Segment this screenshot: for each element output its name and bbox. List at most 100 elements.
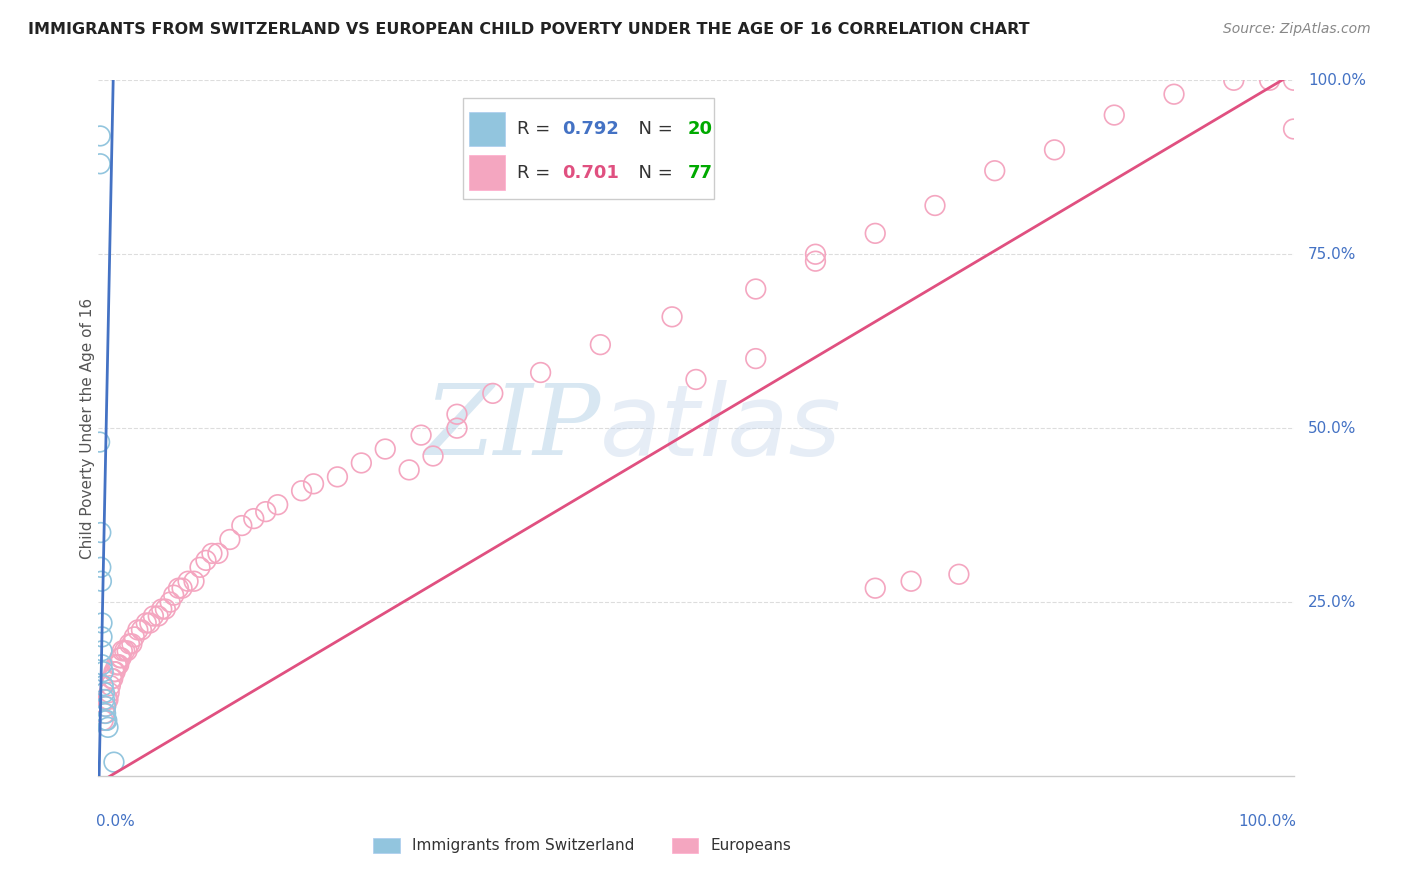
Point — [124, 630, 146, 644]
Point — [422, 449, 444, 463]
Point — [94, 714, 117, 728]
Point — [398, 463, 420, 477]
Point — [105, 657, 128, 672]
Point — [1282, 73, 1305, 87]
Point — [104, 665, 127, 679]
Point — [108, 650, 131, 665]
Point — [804, 247, 827, 261]
Point — [267, 498, 290, 512]
Point — [900, 574, 922, 589]
Point — [177, 574, 200, 589]
Point — [90, 574, 112, 589]
Point — [219, 533, 242, 547]
Text: 25.0%: 25.0% — [1308, 595, 1357, 609]
Point — [530, 366, 553, 380]
Point — [103, 665, 125, 679]
Text: 77: 77 — [688, 164, 713, 182]
Text: 0.701: 0.701 — [562, 164, 619, 182]
Bar — [672, 838, 699, 854]
Point — [243, 511, 266, 525]
Text: N =: N = — [627, 164, 678, 182]
Point — [1282, 122, 1305, 136]
Point — [302, 476, 325, 491]
Point — [96, 692, 118, 706]
Point — [589, 337, 612, 351]
Point — [685, 372, 707, 386]
Point — [207, 546, 229, 560]
Point — [231, 518, 253, 533]
Text: 100.0%: 100.0% — [1237, 814, 1296, 830]
Point — [745, 351, 768, 366]
Bar — [463, 98, 714, 199]
Point — [90, 525, 112, 540]
Point — [1104, 108, 1126, 122]
Point — [291, 483, 314, 498]
Point — [661, 310, 683, 324]
Point — [93, 692, 115, 706]
Bar — [374, 838, 399, 854]
Point — [107, 657, 129, 672]
Text: 0.792: 0.792 — [562, 120, 619, 138]
Point — [865, 227, 887, 241]
Point — [94, 699, 117, 714]
Point — [114, 644, 136, 658]
Point — [91, 657, 114, 672]
Point — [984, 163, 1007, 178]
Point — [195, 553, 218, 567]
Text: 50.0%: 50.0% — [1308, 421, 1357, 435]
Point — [98, 685, 121, 699]
Point — [155, 602, 177, 616]
Text: 75.0%: 75.0% — [1308, 247, 1357, 261]
Y-axis label: Child Poverty Under the Age of 16: Child Poverty Under the Age of 16 — [80, 298, 94, 558]
Point — [118, 637, 141, 651]
Point — [865, 581, 887, 595]
Point — [411, 428, 433, 442]
Point — [1043, 143, 1066, 157]
Text: 0.0%: 0.0% — [96, 814, 135, 830]
Text: R =: R = — [517, 164, 555, 182]
Point — [135, 615, 157, 630]
Text: R =: R = — [517, 120, 555, 138]
Point — [107, 657, 129, 672]
Point — [115, 644, 138, 658]
Point — [91, 615, 114, 630]
Text: Europeans: Europeans — [710, 838, 792, 853]
Point — [103, 755, 125, 769]
Point — [745, 282, 768, 296]
Point — [91, 665, 114, 679]
Point — [89, 435, 111, 450]
Point — [142, 609, 165, 624]
Point — [94, 706, 117, 721]
Text: Source: ZipAtlas.com: Source: ZipAtlas.com — [1223, 22, 1371, 37]
Point — [326, 470, 349, 484]
Text: ZIP: ZIP — [425, 381, 600, 475]
Point — [481, 386, 505, 401]
Point — [148, 609, 170, 624]
Point — [91, 714, 114, 728]
Point — [94, 699, 117, 714]
Point — [350, 456, 373, 470]
Point — [91, 630, 114, 644]
Point — [159, 595, 181, 609]
Point — [163, 588, 186, 602]
Point — [139, 615, 162, 630]
Text: N =: N = — [627, 120, 678, 138]
Point — [111, 644, 134, 658]
Point — [93, 706, 115, 721]
Point — [188, 560, 211, 574]
Point — [924, 198, 946, 212]
Point — [101, 672, 124, 686]
Point — [131, 623, 153, 637]
Point — [127, 623, 149, 637]
Point — [446, 407, 468, 421]
Point — [254, 505, 277, 519]
Point — [948, 567, 970, 582]
Point — [172, 581, 194, 595]
Point — [89, 128, 111, 143]
Point — [98, 679, 122, 693]
Point — [1223, 73, 1246, 87]
Point — [97, 720, 120, 734]
Point — [1258, 73, 1281, 87]
Point — [93, 685, 115, 699]
Point — [91, 644, 114, 658]
